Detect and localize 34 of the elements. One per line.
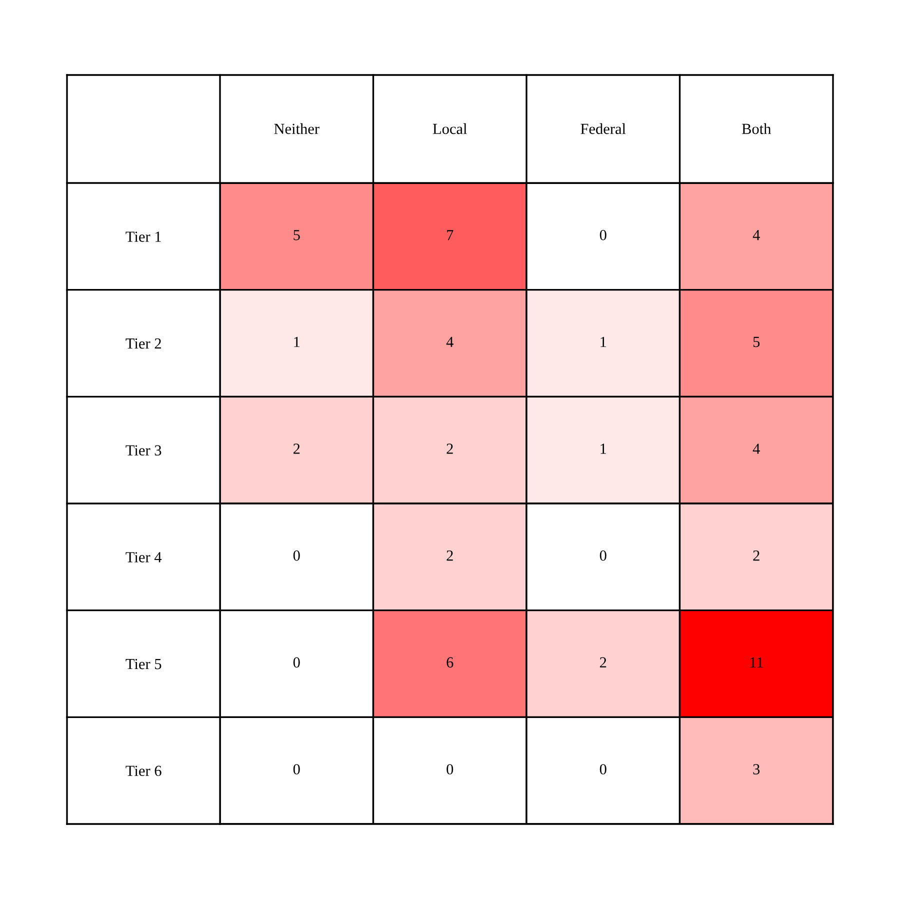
data-label: 1 <box>294 336 300 347</box>
data-label: 6 <box>446 657 454 668</box>
data-label: 0 <box>600 550 606 561</box>
data-label: 2 <box>293 444 300 454</box>
data-label: 2 <box>600 657 606 668</box>
y-tick-label: Tier 3 <box>126 445 162 456</box>
y-tick-label: Tier 5 <box>126 658 162 670</box>
data-label: 1 <box>600 336 606 347</box>
x-tick-label: Both <box>742 123 772 134</box>
data-label: 5 <box>294 230 300 240</box>
data-label: 5 <box>753 336 760 348</box>
data-label: 0 <box>600 764 606 774</box>
data-label: 7 <box>447 230 454 240</box>
data-label: 4 <box>752 230 760 240</box>
data-label: 1 <box>600 444 606 454</box>
data-label: 2 <box>446 550 453 561</box>
data-label: 3 <box>753 764 760 774</box>
y-tick-label: Tier 4 <box>126 552 162 562</box>
data-label: 0 <box>293 764 300 774</box>
data-label: 4 <box>446 336 454 347</box>
data-label: 0 <box>293 550 300 561</box>
data-label: 11 <box>750 657 763 668</box>
data-label: 0 <box>446 764 454 774</box>
data-label: 0 <box>600 230 606 240</box>
y-tick-label: Tier 1 <box>126 232 161 242</box>
y-tick-label: Tier 6 <box>126 766 162 776</box>
x-tick-label: Neither <box>274 123 320 134</box>
y-tick-label: Tier 2 <box>126 338 161 349</box>
data-label: 2 <box>753 550 760 561</box>
x-tick-label: Local <box>432 123 467 134</box>
data-label: 4 <box>752 444 760 454</box>
x-tick-label: Federal <box>580 123 626 134</box>
data-label: 0 <box>293 657 300 668</box>
data-label: 2 <box>446 444 453 454</box>
